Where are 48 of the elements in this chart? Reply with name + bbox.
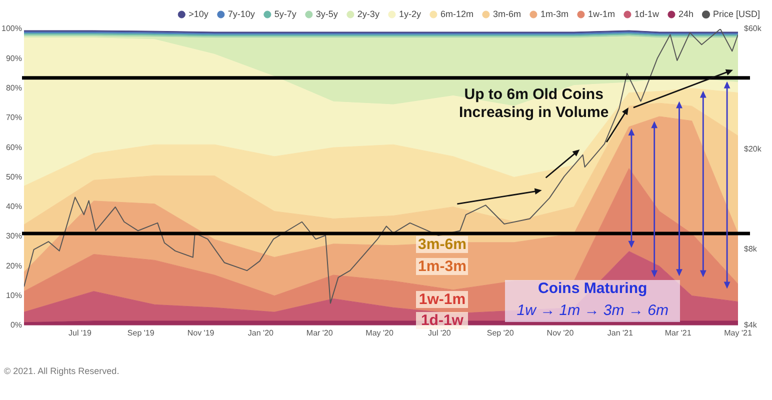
y2-tick-label: $20k [744,144,762,154]
legend-label: 24h [678,8,694,19]
y-tick-label: 0% [10,320,22,330]
y-tick-label: 50% [6,172,22,182]
legend-label: 3m-6m [492,8,521,19]
legend-label: 6m-12m [440,8,474,19]
annotation: 1m-3m [416,258,468,275]
annotation: Up to 6m Old Coins Increasing in Volume [458,86,609,122]
legend-label: 1d-1w [634,8,660,19]
y-tick-label: 100% [2,24,22,34]
y-tick-label: 10% [6,290,22,300]
x-tick-label: Mar '21 [664,328,692,338]
legend-label: 1m-3m [540,8,568,19]
legend-label: Price [USD] [712,8,760,19]
x-tick-label: Jul '20 [428,328,452,338]
annotation: 3m-6m [416,236,468,253]
y-tick-label: 20% [6,261,22,270]
text: © 2021. All Rights Reserved. [4,366,120,376]
y-tick-label: 30% [6,232,22,241]
legend-label: 1y-2y [398,8,422,19]
y2-tick-label: $60k [744,24,762,34]
legend-label: >10y [188,8,209,19]
x-tick-label: Mar '20 [306,328,334,338]
y-tick-label: 80% [6,83,22,92]
x-tick-label: Sep '20 [486,328,514,338]
annotation: 1w → 1m → 3m → 6m [516,302,670,319]
x-tick-label: Jul '19 [68,328,92,338]
x-tick-label: May '20 [366,328,394,338]
y-tick-label: 60% [6,142,22,152]
y2-tick-label: $4k [744,320,758,330]
x-tick-label: Nov '20 [546,328,574,338]
y-tick-label: 70% [6,113,22,122]
annotation: Coins Maturing [537,280,648,297]
x-tick-label: May '21 [724,328,752,338]
y2-tick-label: $8k [744,244,758,254]
y-tick-label: 90% [6,54,22,63]
legend-label: 5y-7y [274,8,297,19]
legend-label: 2y-3y [357,8,380,19]
legend-label: 3y-5y [316,8,338,19]
legend-label: 7y-10y [228,8,256,19]
x-tick-label: Sep '19 [127,328,155,338]
annotation: 1d-1w [416,312,468,330]
x-tick-label: Jan '20 [248,328,274,338]
x-tick-label: Nov '19 [187,328,215,338]
x-tick-label: Jan '21 [607,328,634,338]
legend-label: 1w-1m [588,8,615,19]
annotation: 1w-1m [416,291,468,308]
y-tick-label: 40% [6,202,22,212]
